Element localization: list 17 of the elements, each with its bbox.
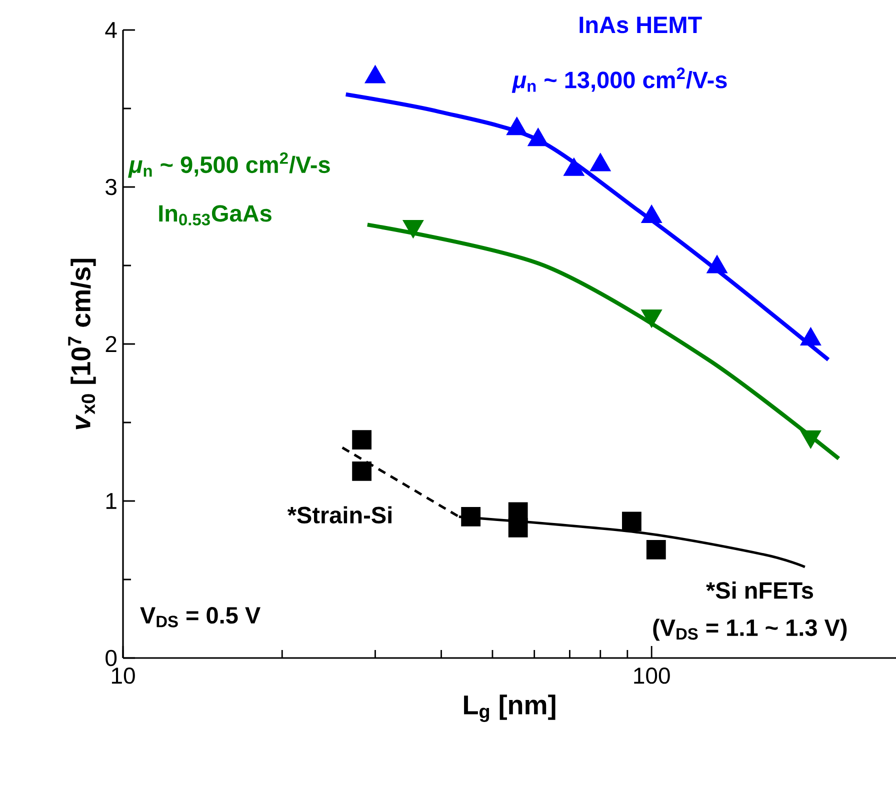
text: In$_{0.53}$GaAs bbox=[159, 205, 272, 226]
y-tick-label: 0 bbox=[106, 650, 117, 666]
x-axis-title: L$_{g}$ [nm] bbox=[464, 694, 556, 722]
series-label: *Si nFETs bbox=[706, 582, 813, 599]
x-tick-label: 100 bbox=[634, 668, 670, 684]
series-label: *Strain-Si bbox=[287, 506, 392, 524]
y-tick-label: 1 bbox=[106, 493, 116, 509]
y-tick-label: 4 bbox=[105, 22, 117, 38]
annotation: (V$_{DS}$ = 1.1 ~ 1.3 V) bbox=[653, 618, 847, 641]
text: InAs HEMT bbox=[580, 16, 702, 34]
annotation: μ$_{n}$ ~ 13,000 cm$^{2}$/V-s bbox=[512, 68, 727, 93]
y-tick-label: 3 bbox=[106, 178, 116, 196]
annotation: μ$_{n}$ ~ 9,500 cm$^{2}$/V-s bbox=[128, 152, 330, 178]
annotation: V$_{DS}$ = 0.5 V bbox=[140, 607, 260, 628]
x-tick-label: 10 bbox=[112, 668, 135, 684]
y-axis-title: v$_{x0}$ [10$^{7}$ cm/s] bbox=[68, 258, 96, 430]
y-tick-label: 2 bbox=[106, 336, 116, 352]
